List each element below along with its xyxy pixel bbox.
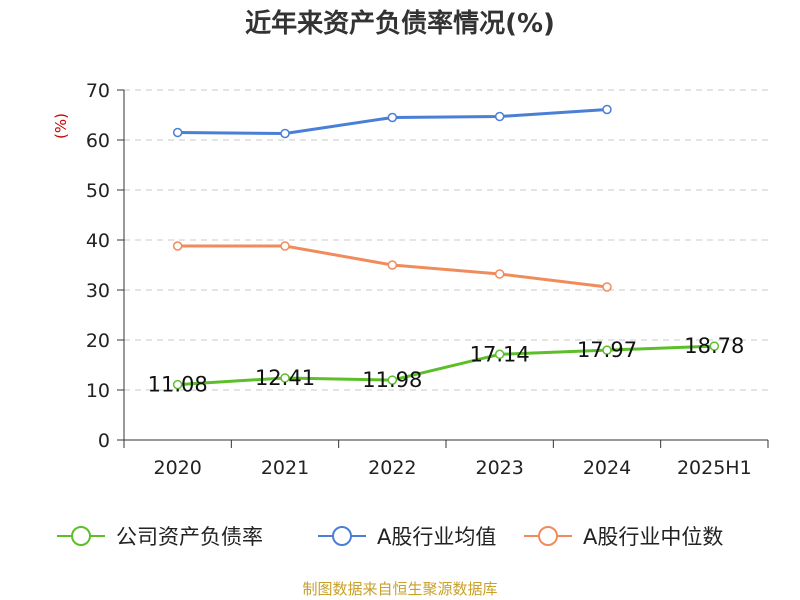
data-point[interactable] xyxy=(494,111,505,122)
x-tick-label: 2021 xyxy=(261,457,309,479)
legend[interactable]: 公司资产负债率 A股行业均值 A股行业中位数 xyxy=(57,525,723,549)
data-point[interactable] xyxy=(387,112,398,123)
grid-lines xyxy=(124,89,768,391)
data-point[interactable] xyxy=(387,260,398,270)
legend-item-2[interactable]: A股行业中位数 xyxy=(524,525,723,549)
data-point[interactable] xyxy=(602,345,612,355)
y-tick-label: 0 xyxy=(98,430,110,452)
x-tick-label: 2022 xyxy=(368,457,416,479)
axes: 0 10 20 30 40 50 60 70 2020 2021 2022 2023 2024 2025H… xyxy=(86,80,769,479)
x-tick-label: 2023 xyxy=(475,457,523,479)
data-label: 18.78 xyxy=(684,334,744,358)
data-label: 11.98 xyxy=(362,368,422,392)
y-tick-label: 10 xyxy=(86,380,110,402)
data-point[interactable] xyxy=(280,373,290,383)
data-point[interactable] xyxy=(494,269,505,279)
data-point[interactable] xyxy=(387,375,398,385)
legend-marker-icon xyxy=(538,526,558,546)
data-point[interactable] xyxy=(602,282,612,292)
data-label: 11.08 xyxy=(148,373,208,397)
legend-marker-icon xyxy=(332,526,352,546)
data-point[interactable] xyxy=(494,349,505,360)
y-tick-label: 30 xyxy=(86,280,110,302)
legend-label: 公司资产负债率 xyxy=(116,525,263,549)
data-point[interactable] xyxy=(172,241,183,251)
x-tick-label: 2020 xyxy=(153,457,201,479)
series-line-0 xyxy=(177,344,715,387)
legend-item-0[interactable]: 公司资产负债率 xyxy=(57,525,263,549)
data-point[interactable] xyxy=(280,128,290,139)
x-tick-label: 2025H1 xyxy=(677,457,752,479)
y-tick-label: 60 xyxy=(86,130,110,152)
chart-title: 近年来资产负债率情况(%) xyxy=(245,8,555,39)
y-tick-label: 20 xyxy=(86,330,110,352)
data-label: 17.14 xyxy=(470,342,530,366)
data-point[interactable] xyxy=(172,379,183,390)
data-label: 17.97 xyxy=(577,338,637,362)
x-tick-label: 2024 xyxy=(583,457,631,479)
legend-item-1[interactable]: A股行业均值 xyxy=(318,525,496,549)
data-point[interactable] xyxy=(602,104,612,115)
legend-label: A股行业均值 xyxy=(377,525,496,549)
data-point[interactable] xyxy=(709,341,720,351)
data-point[interactable] xyxy=(172,127,183,138)
y-tick-label: 40 xyxy=(86,230,110,252)
legend-label: A股行业中位数 xyxy=(583,525,723,549)
series-layer: 11.08 12.41 11.98 17.14 17.97 18.78 xyxy=(148,104,744,397)
source-note: 制图数据来自恒生聚源数据库 xyxy=(302,580,497,598)
data-label: 12.41 xyxy=(255,366,315,390)
y-tick-label: 50 xyxy=(86,180,110,202)
data-point[interactable] xyxy=(280,241,290,251)
legend-marker-icon xyxy=(71,526,91,546)
y-axis-unit-label: (%) xyxy=(52,113,70,139)
y-tick-label: 70 xyxy=(86,80,110,102)
